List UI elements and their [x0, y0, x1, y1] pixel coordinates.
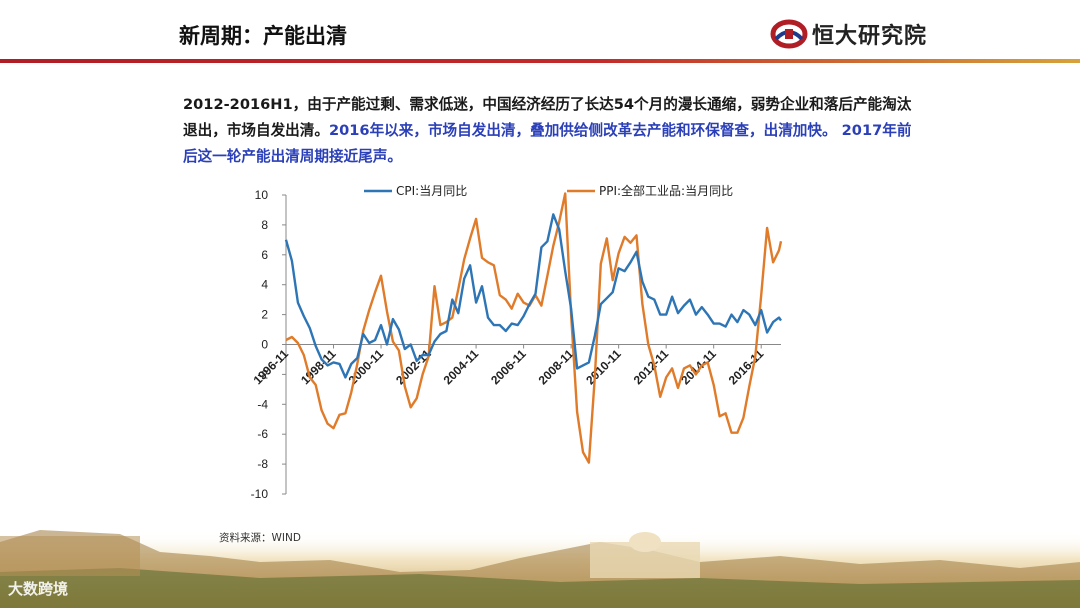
y-tick-label: 0 [261, 338, 268, 352]
summary-paragraph: 2012-2016H1，由于产能过剩、需求低迷，中国经济经历了长达54个月的漫长… [183, 92, 923, 170]
y-tick-label: 4 [261, 278, 268, 292]
y-tick-label: 10 [255, 188, 269, 202]
header-divider [0, 59, 1080, 63]
y-tick-label: 6 [261, 248, 268, 262]
y-tick-label: -8 [257, 457, 268, 471]
ppi-series-line [285, 192, 783, 464]
brand-logo: 恒大研究院 [770, 18, 927, 50]
y-tick-label: -6 [257, 427, 268, 441]
y-tick-label: 2 [261, 308, 268, 322]
slide-header: 新周期：产能出清 恒大研究院 [0, 0, 1080, 63]
ppi-legend-label: PPI:全部工业品:当月同比 [599, 183, 733, 198]
x-tick-label: 2016-11 [726, 347, 767, 388]
logo-text: 恒大研究院 [812, 24, 928, 49]
x-tick-label: 2006-11 [488, 347, 529, 388]
y-tick-label: -2 [257, 367, 268, 381]
footer-scenery-image [0, 530, 1080, 608]
footer-banner [0, 512, 1080, 608]
summary-text: 2012-2016H1，由于产能过剩、需求低迷，中国经济经历了长达54个月的漫长… [183, 96, 912, 139]
y-tick-label: 8 [261, 218, 268, 232]
cpi-legend-label: CPI:当月同比 [396, 184, 467, 198]
cpi-series-line [284, 213, 782, 379]
x-tick-label: 2010-11 [583, 347, 624, 388]
summary-highlight: 2016年以来，市场自发出清，叠加供给侧改革去产能和环保督查，出清加快。 201… [183, 122, 912, 165]
x-tick-label: 2004-11 [441, 347, 482, 388]
watermark: 大数跨境 [8, 580, 69, 598]
x-tick-label: 2008-11 [536, 347, 577, 388]
source-note: 资料来源：WIND [219, 532, 301, 544]
x-tick-label: 2000-11 [346, 347, 387, 388]
y-tick-label: -4 [257, 397, 268, 411]
y-tick-label: -10 [251, 487, 269, 501]
page-title: 新周期：产能出清 [179, 24, 347, 48]
evergrande-logo-icon [770, 19, 808, 49]
